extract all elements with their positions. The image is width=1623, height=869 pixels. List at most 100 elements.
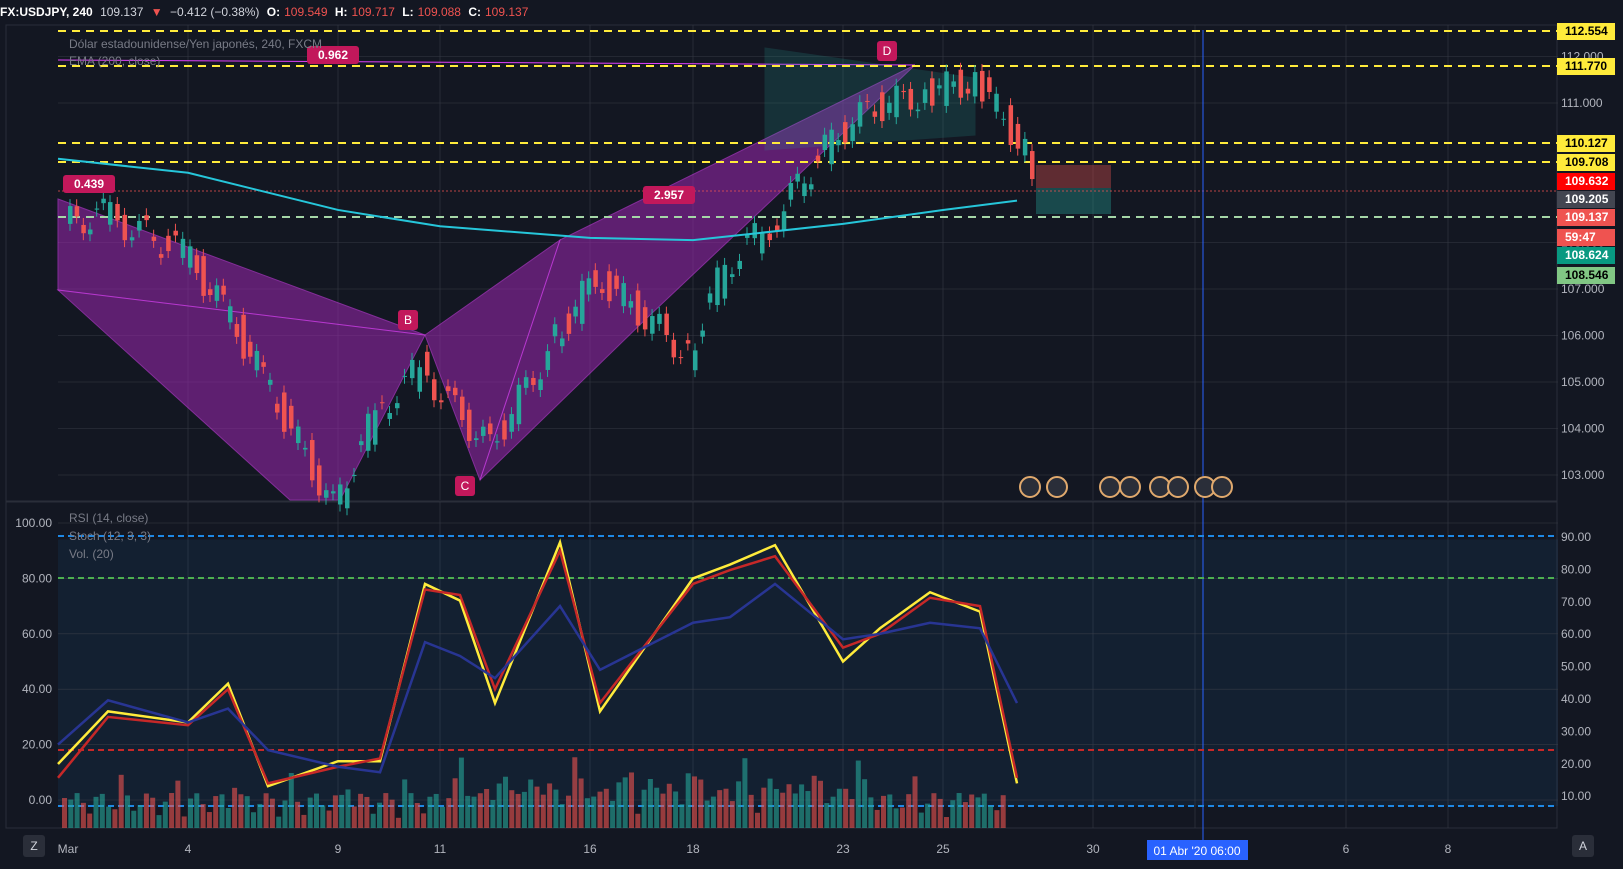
volume-bar: [484, 788, 490, 828]
volume-bar: [433, 793, 439, 828]
pattern-ratio-label: 2.957: [654, 188, 684, 202]
oscillator-left-tick: 60.00: [22, 627, 52, 641]
oscillator-right-tick: 90.00: [1561, 530, 1591, 544]
volume-bar: [811, 775, 817, 828]
x-tick-label: 11: [434, 842, 447, 856]
candle-body: [628, 301, 634, 308]
volume-bar: [874, 809, 880, 828]
pattern-point-label: C: [461, 479, 470, 493]
oscillator-left-tick: 100.00: [15, 516, 52, 530]
candle-body: [432, 379, 437, 401]
x-tick-label: 30: [1086, 842, 1100, 856]
candle-body: [650, 316, 655, 334]
price-tick-label: 103.000: [1561, 468, 1605, 482]
volume-bar: [169, 793, 175, 828]
oscillator-right-tick: 50.00: [1561, 660, 1591, 674]
candle-body: [268, 379, 273, 385]
time-badge-label: 01 Abr '20 06:00: [1153, 844, 1240, 858]
candle-body: [600, 289, 605, 293]
volume-bar: [307, 797, 313, 828]
volume-bar: [206, 812, 212, 828]
auto-scale-button[interactable]: A: [1572, 835, 1594, 857]
volume-bar: [591, 796, 597, 828]
candle-body: [994, 93, 999, 112]
volume-bar: [370, 813, 376, 828]
oscillator-left-tick: 0.00: [29, 793, 53, 807]
candle-body: [980, 70, 985, 102]
rsi-legend: RSI (14, close): [69, 511, 149, 525]
candle-body: [836, 140, 841, 146]
last-price: 109.137: [100, 5, 144, 19]
volume-bar: [251, 812, 256, 828]
volume-bar: [377, 802, 382, 828]
volume-bar: [962, 802, 968, 828]
open-label: O:: [266, 5, 281, 19]
x-tick-label: 9: [335, 842, 342, 856]
price-axis-label: 59:47: [1565, 230, 1596, 244]
event-flag-icon: [1167, 476, 1189, 498]
candle-body: [234, 324, 240, 337]
candle-body: [707, 293, 713, 303]
price-axis-label: 109.205: [1565, 192, 1609, 206]
volume-bar: [534, 786, 540, 828]
volume-bar: [232, 787, 238, 828]
event-flag-icon: [1119, 476, 1141, 498]
price-axis-badge: [1557, 135, 1615, 152]
candle-body: [122, 214, 128, 241]
volume-bar: [843, 788, 849, 828]
volume-bar: [635, 813, 641, 828]
volume-bar: [395, 817, 401, 828]
volume-bar: [244, 796, 250, 828]
candle-body: [593, 270, 598, 287]
candle-body: [214, 285, 220, 301]
candle-body: [352, 474, 357, 476]
candle-body: [194, 255, 200, 274]
candle-body: [502, 420, 507, 440]
take-profit-zone: [1036, 188, 1111, 214]
event-flag-icon: [1046, 476, 1068, 498]
volume-bar: [975, 797, 981, 828]
candle-body: [915, 109, 921, 112]
volume-bar: [937, 798, 943, 828]
volume-bar: [761, 787, 767, 828]
candle-body: [474, 438, 479, 441]
volume-bar: [616, 782, 622, 828]
volume-bar: [862, 779, 868, 828]
price-axis-label: 108.624: [1565, 248, 1609, 262]
candle-body: [228, 306, 233, 323]
symbol-label[interactable]: FX:USDJPY, 240: [0, 5, 93, 19]
volume-bar: [528, 779, 534, 828]
volume-bar: [1000, 795, 1006, 828]
candle-body: [144, 215, 149, 221]
high-label: H:: [334, 5, 348, 19]
candle-body: [722, 264, 728, 299]
candle-body: [495, 441, 500, 443]
pattern-point-label: D: [883, 44, 892, 58]
volume-bar: [559, 804, 565, 828]
candle-body: [580, 280, 585, 324]
candle-body: [678, 357, 684, 359]
candle-body: [621, 283, 626, 307]
volume-bar: [647, 778, 653, 828]
candle-body: [446, 386, 451, 391]
candle-body: [1030, 153, 1035, 180]
volume-bar: [143, 793, 149, 828]
candle-body: [586, 278, 592, 295]
log-scale-button[interactable]: Z: [23, 835, 45, 857]
oscillator-series-line: [57, 582, 1019, 774]
volume-bar: [112, 809, 118, 828]
volume-bar: [881, 795, 886, 828]
candle-body: [802, 183, 807, 197]
volume-bar: [729, 801, 735, 828]
candle-body: [460, 396, 465, 420]
candle-body: [767, 233, 772, 241]
candle-body: [94, 208, 100, 210]
oscillator-right-tick: 60.00: [1561, 627, 1591, 641]
stoch-legend: Stoch (12, 3, 3): [69, 529, 152, 543]
volume-bar: [118, 774, 124, 828]
volume-bar: [471, 796, 477, 828]
candle-body: [972, 72, 978, 97]
candle-body: [296, 426, 301, 444]
candle-body: [693, 350, 698, 371]
